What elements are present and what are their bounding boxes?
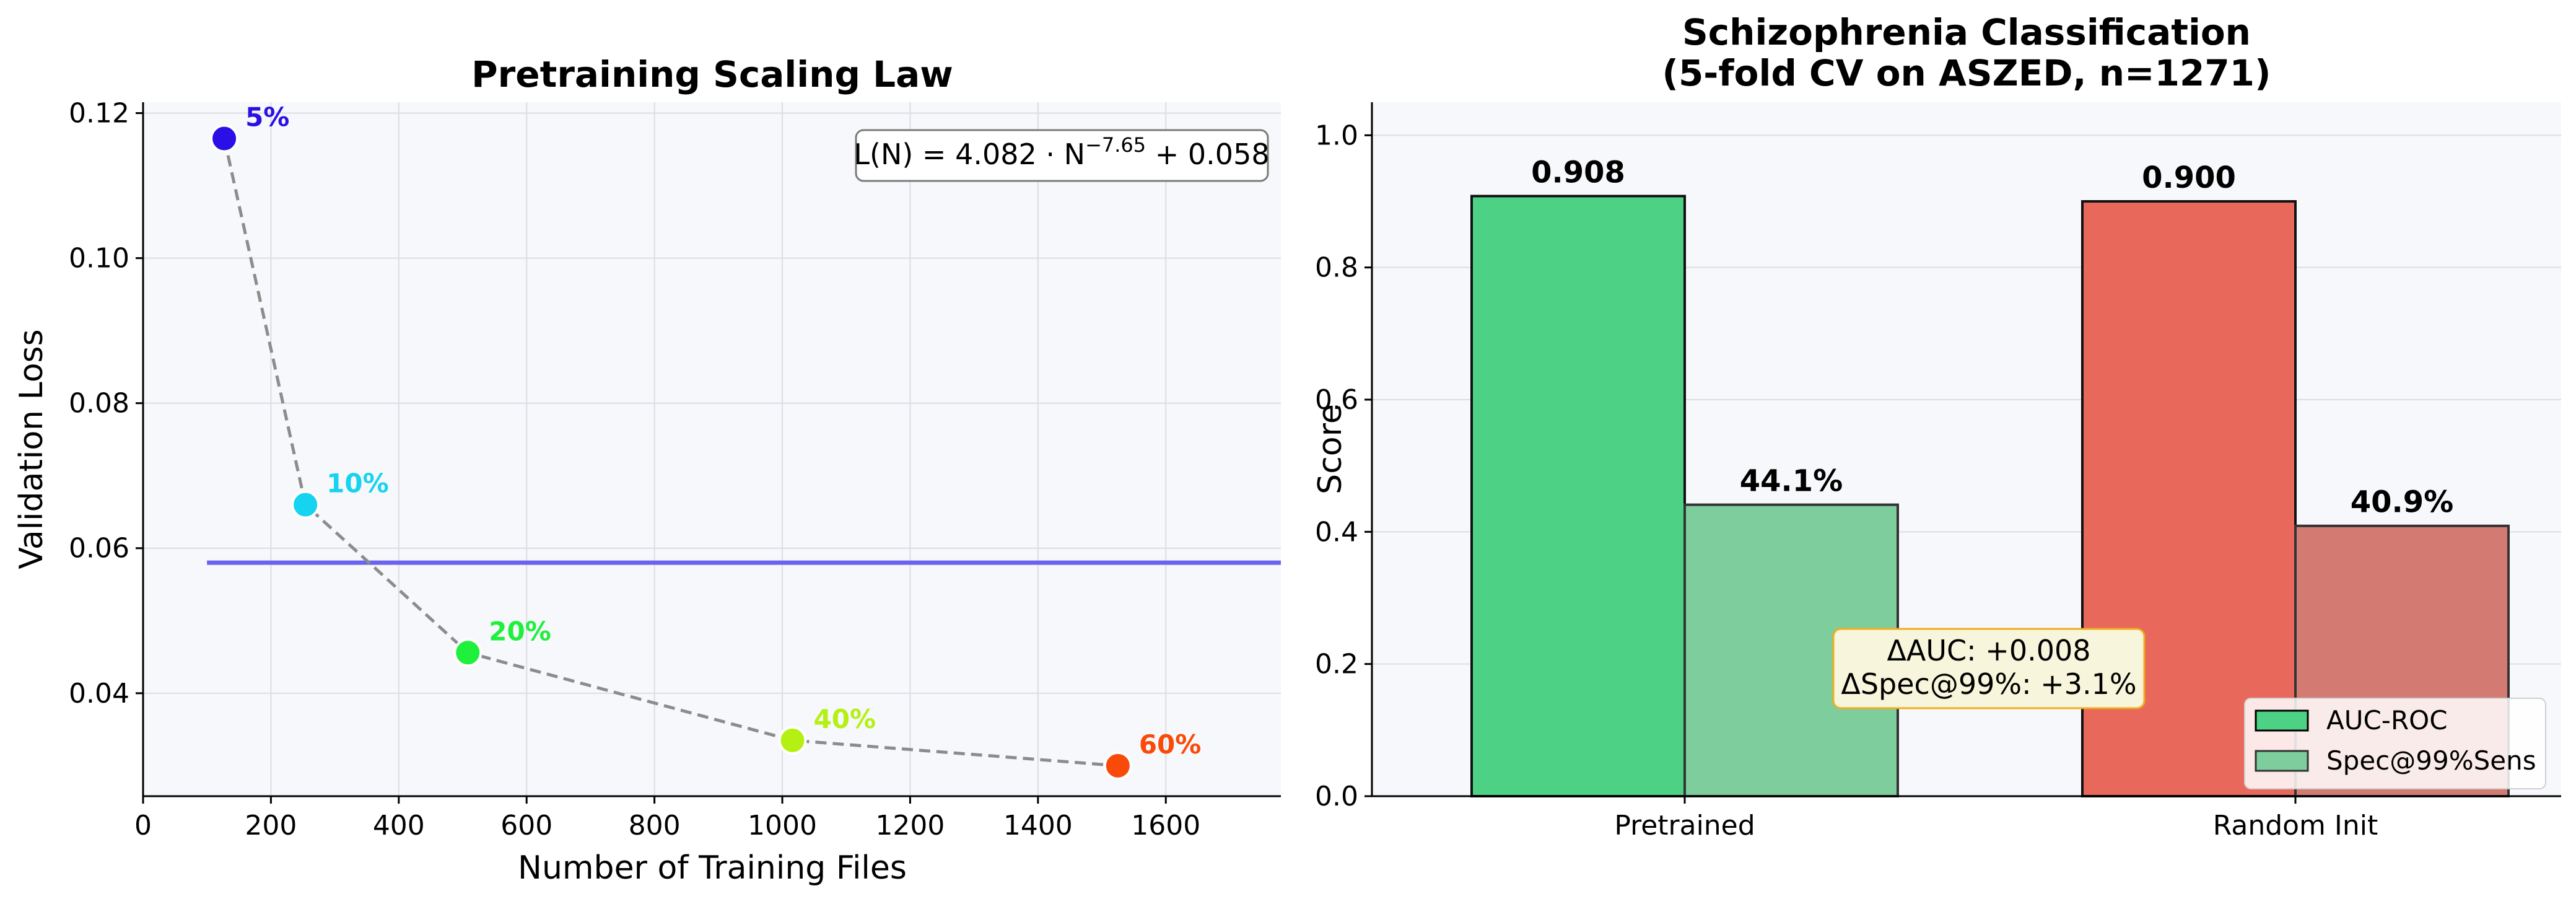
y-tick-label: 0.6 [1315,384,1358,416]
right-ticks: 0.0 0.2 0.4 0.6 0.8 1.0 Pretrained Random Init [1315,120,2378,841]
x-tick-label: Pretrained [1614,810,1755,841]
x-tick-label: 1000 [748,810,817,841]
left-grid [142,102,1281,796]
bar-value-label: 0.900 [2142,160,2236,195]
left-x-axis-label: Number of Training Files [518,849,907,887]
auc-bar [1470,195,1686,797]
y-tick-label: 0.4 [1315,516,1358,548]
bar-value-label: 44.1% [1740,464,1843,499]
delta-spec-text: ΔSpec@99%: +3.1% [1841,667,2136,701]
x-tick-label: 200 [245,810,297,841]
scaling-point [291,490,320,519]
legend-label-auc: AUC-ROC [2326,705,2448,735]
point-label: 40% [814,704,876,734]
scaling-point [778,726,807,755]
scaling-point [1103,751,1132,780]
x-tick-label: 1400 [1003,810,1073,841]
y-tick-label: 0.2 [1315,649,1358,680]
y-tick-label: 0.04 [69,678,129,709]
formula-rhs: + 0.058 [1146,138,1269,171]
auc-bar [2081,200,2297,797]
scaling-law-panel: 0 200 400 600 800 1000 1200 1400 1600 0.04 0.06 0.0… [13,53,1281,887]
formula-exponent: −7.65 [1085,133,1146,157]
bar-value-label: 0.908 [1531,155,1625,190]
y-tick-label: 0.8 [1315,252,1358,284]
x-tick-label: 0 [134,810,152,841]
bar-value-label: 40.9% [2351,485,2454,520]
x-tick-label: 1600 [1131,810,1200,841]
x-tick-label: 400 [373,810,425,841]
y-tick-label: 0.12 [69,98,129,129]
right-chart-title: Schizophrenia Classification [1682,11,2251,53]
delta-annotation: ΔAUC: +0.008 ΔSpec@99%: +3.1% [1832,628,2146,709]
point-label: 20% [489,616,551,646]
left-y-axis-label: Validation Loss [13,329,50,569]
scaling-point [210,124,239,153]
classification-panel: 0.908 44.1% 0.900 40.9% 0.0 0.2 0.4 0.6 0.8 1.0 P… [1312,11,2561,841]
y-tick-label: 0.08 [69,388,129,419]
formula-lhs: L(N) = 4.082 · N [854,138,1085,171]
y-tick-label: 0.10 [69,243,129,274]
legend: AUC-ROC Spec@99%Sens [2244,698,2546,789]
point-label: 5% [245,102,289,133]
svg-text:L(N) = 4.082 · N−7.65 + 0.058: L(N) = 4.082 · N−7.65 + 0.058 [854,133,1269,171]
scaling-point [453,638,482,667]
x-tick-label: 600 [500,810,552,841]
scaling-points: 5% 10% 20% 40% 60% [210,102,1202,780]
left-chart-title: Pretraining Scaling Law [471,53,953,95]
formula-box: L(N) = 4.082 · N−7.65 + 0.058 [854,129,1270,182]
x-tick-label: 800 [629,810,681,841]
delta-auc-text: ΔAUC: +0.008 [1887,634,2090,667]
y-tick-label: 0.06 [69,533,129,564]
point-label: 60% [1139,729,1202,760]
point-label: 10% [326,468,389,499]
left-plot-background [143,102,1281,796]
left-ticks: 0 200 400 600 800 1000 1200 1400 1600 0.04 0.06 0.0… [69,98,1200,841]
legend-swatch-auc [2255,709,2309,732]
x-tick-label: Random Init [2213,810,2378,841]
y-tick-label: 1.0 [1315,120,1358,151]
legend-swatch-spec [2255,750,2309,772]
right-chart-subtitle: (5-fold CV on ASZED, n=1271) [1662,52,2271,94]
x-tick-label: 1200 [875,810,945,841]
y-tick-label: 0.0 [1315,781,1358,812]
legend-label-spec: Spec@99%Sens [2326,745,2536,776]
right-y-axis-label: Score [1312,404,1349,494]
